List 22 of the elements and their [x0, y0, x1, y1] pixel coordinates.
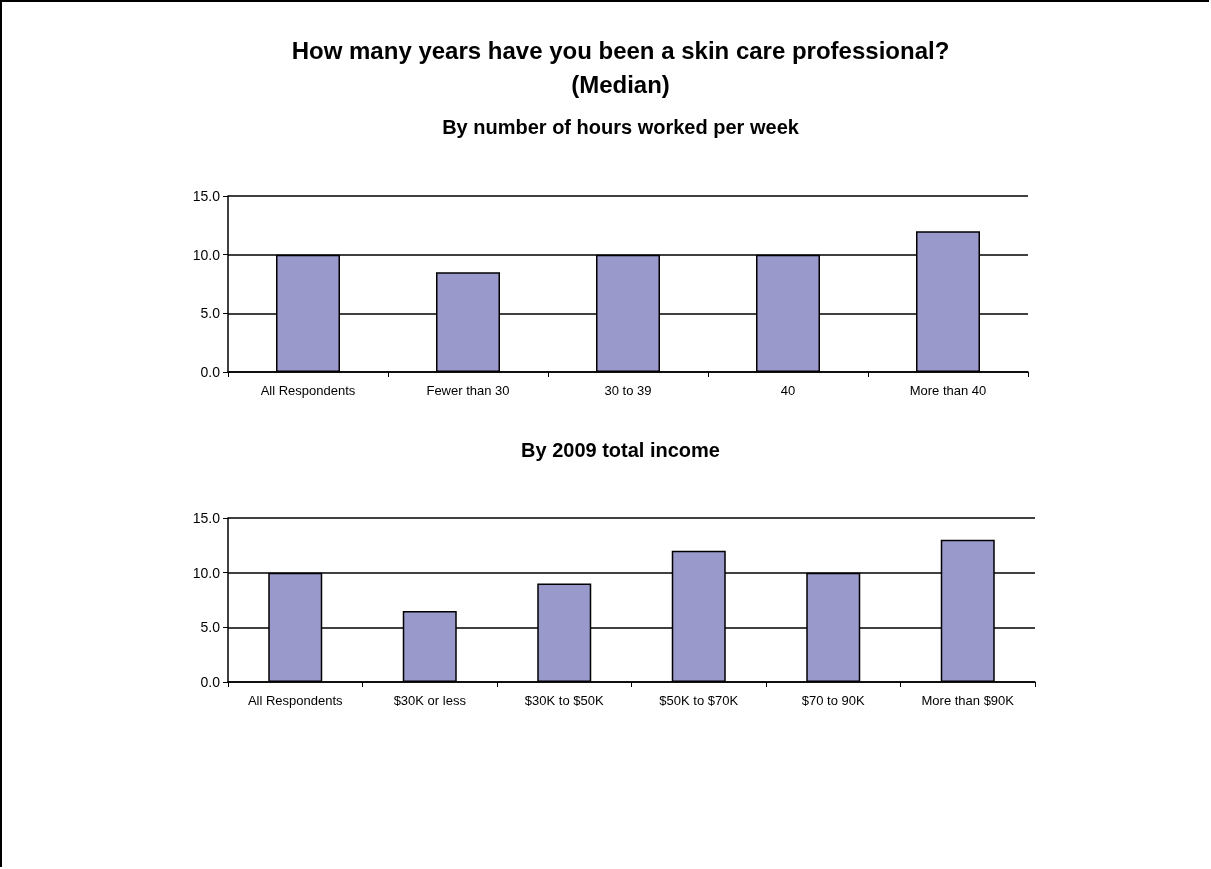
y-tick-label: 5.0 — [200, 305, 221, 322]
y-tick-label: 10.0 — [192, 246, 221, 263]
x-tick-label: All Respondents — [247, 693, 344, 708]
chart-title: By 2009 total income — [521, 439, 720, 461]
chart-title: How many years have you been a skin care professional? (Median) — [291, 36, 950, 98]
x-tick-label: $30K or less — [393, 693, 467, 708]
x-tick-label: More than $90K — [921, 693, 1015, 708]
x-tick-label: More than 40 — [909, 383, 987, 398]
x-tick-label: All Respondents — [260, 383, 356, 398]
chart-subtitle: By number of hours worked per week — [442, 116, 800, 138]
y-tick-label: 15.0 — [192, 510, 221, 526]
y-tick-label: 15.0 — [192, 188, 221, 204]
y-tick-label: 0.0 — [200, 364, 221, 380]
x-tick-label: $30K to $50K — [524, 693, 604, 708]
x-tick-label: Fewer than 30 — [426, 383, 510, 398]
x-tick-label: 40 — [780, 383, 796, 398]
y-tick-label: 5.0 — [200, 619, 221, 636]
x-tick-label: $70 to 90K — [801, 693, 866, 708]
x-tick-label: $50K to $70K — [659, 693, 739, 708]
y-tick-label: 0.0 — [200, 674, 221, 690]
y-tick-label: 10.0 — [192, 564, 221, 581]
x-tick-label: 30 to 39 — [604, 383, 652, 398]
